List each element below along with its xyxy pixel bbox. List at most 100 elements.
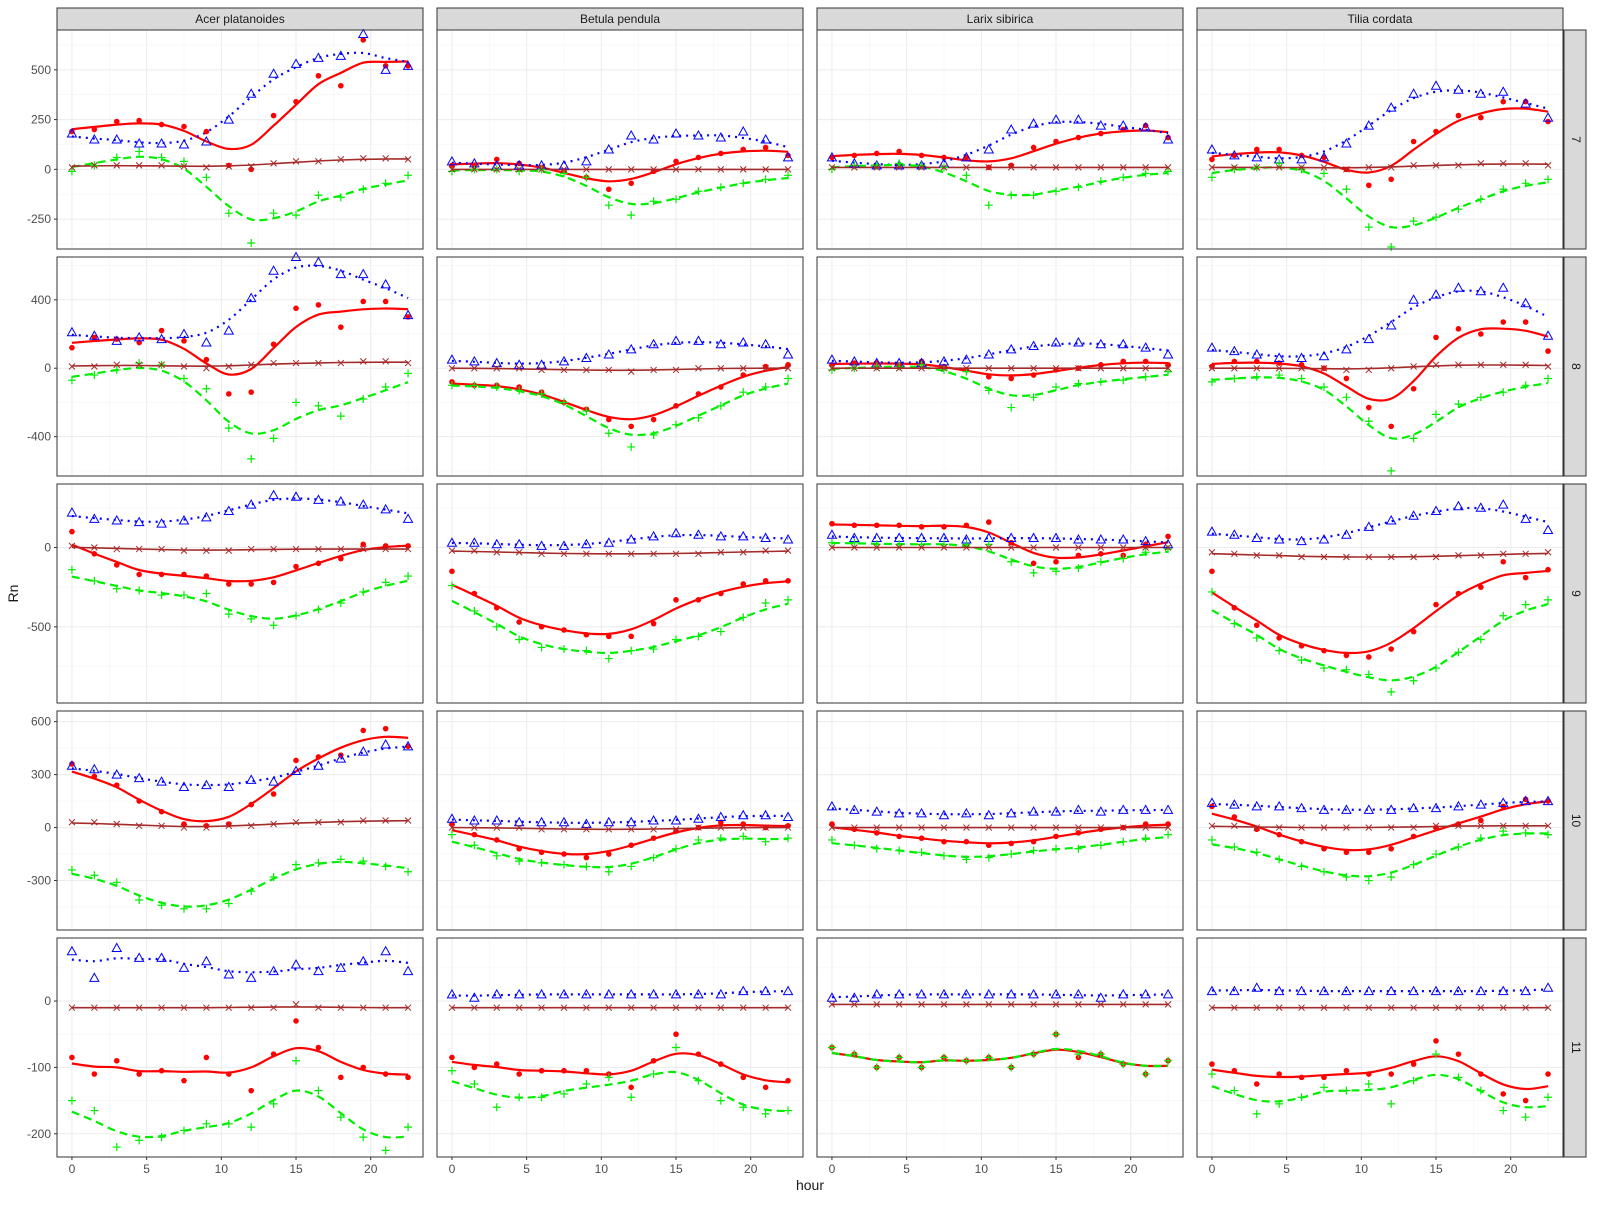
- data-point-plus: [292, 611, 301, 620]
- data-point-cross: [515, 548, 523, 556]
- data-point-plus: [1432, 213, 1441, 222]
- data-point-dot: [695, 154, 702, 161]
- data-point-plus: [649, 1070, 658, 1079]
- data-point-plus: [1521, 381, 1530, 390]
- data-point-plus: [404, 1123, 413, 1132]
- data-point-plus: [1119, 554, 1128, 563]
- data-point-cross: [515, 364, 523, 372]
- data-point-plus: [627, 862, 636, 871]
- data-point-plus: [1476, 393, 1485, 402]
- data-point-triangle: [760, 985, 772, 996]
- data-point-triangle: [1050, 988, 1062, 999]
- data-point-plus: [537, 389, 546, 398]
- data-point-cross: [695, 1004, 702, 1012]
- data-point-triangle: [648, 133, 659, 144]
- data-point-dot: [136, 1071, 142, 1077]
- data-point-triangle: [1520, 513, 1532, 523]
- data-point-dot: [605, 851, 612, 857]
- data-point-dot: [360, 541, 367, 548]
- data-point-triangle: [446, 537, 458, 547]
- data-point-plus: [604, 1073, 613, 1082]
- data-point-cross: [68, 818, 76, 826]
- data-point-plus: [895, 362, 904, 371]
- data-point-plus: [1207, 377, 1216, 386]
- data-point-plus: [1074, 183, 1083, 192]
- facet-row-label: 10: [1569, 814, 1583, 828]
- data-point-cross: [113, 820, 121, 828]
- data-point-dot: [1522, 1097, 1529, 1104]
- data-point-triangle: [893, 988, 905, 999]
- data-point-plus: [784, 595, 793, 604]
- data-point-plus: [784, 171, 793, 180]
- data-point-plus: [716, 401, 725, 410]
- data-point-plus: [90, 1106, 99, 1115]
- data-point-dot: [360, 727, 367, 734]
- data-point-triangle: [380, 64, 392, 74]
- data-point-cross: [627, 550, 635, 558]
- data-point-triangle: [1453, 500, 1464, 511]
- data-point-dot: [113, 336, 120, 342]
- data-point-dot: [1253, 1081, 1260, 1087]
- series-fit-line: [1211, 327, 1549, 402]
- series-fit-line: [831, 1047, 1169, 1068]
- data-point-cross: [1119, 164, 1127, 171]
- data-point-dot: [762, 363, 769, 370]
- data-point-plus: [292, 1056, 301, 1065]
- data-point-cross: [1253, 364, 1261, 372]
- data-point-cross: [1208, 548, 1216, 556]
- data-point-triangle: [1408, 985, 1419, 996]
- data-point-triangle: [468, 814, 480, 825]
- data-point-cross: [1007, 164, 1015, 171]
- data-point-plus: [1207, 587, 1216, 596]
- data-point-dot: [740, 581, 747, 587]
- data-point-dot: [181, 571, 187, 578]
- data-point-dot: [1388, 1071, 1395, 1077]
- data-point-cross: [270, 160, 277, 167]
- x-tick-label: 20: [744, 1162, 758, 1176]
- data-point-dot: [963, 838, 970, 845]
- data-point-plus: [179, 904, 188, 913]
- data-point-dot: [158, 1067, 165, 1074]
- data-point-plus: [1499, 388, 1508, 397]
- data-point-plus: [761, 599, 770, 608]
- data-point-plus: [1454, 1073, 1463, 1082]
- data-point-triangle: [468, 992, 480, 1002]
- data-point-cross: [1387, 553, 1395, 561]
- data-point-dot: [605, 186, 612, 193]
- data-point-triangle: [1206, 526, 1218, 536]
- panel-grid: [437, 30, 803, 249]
- data-point-dot: [113, 118, 120, 125]
- data-point-dot: [1343, 652, 1350, 659]
- data-point-cross: [90, 544, 98, 551]
- data-point-dot: [1142, 821, 1149, 827]
- data-point-cross: [605, 825, 613, 833]
- data-point-cross: [382, 358, 390, 365]
- data-point-plus: [559, 860, 568, 869]
- data-point-cross: [583, 550, 590, 558]
- data-point-dot: [1388, 646, 1395, 652]
- data-point-plus: [984, 1053, 993, 1062]
- panel-border: [56, 256, 424, 477]
- facet-row-strip: [1563, 256, 1587, 477]
- data-point-cross: [1119, 544, 1127, 551]
- data-point-plus: [1119, 1060, 1128, 1069]
- data-point-dot: [718, 590, 724, 597]
- data-point-plus: [716, 1096, 725, 1105]
- series-fit-line: [451, 990, 789, 997]
- data-point-cross: [627, 1004, 635, 1012]
- data-point-dot: [762, 578, 769, 584]
- data-point-dot: [1455, 326, 1462, 332]
- data-point-triangle: [446, 988, 458, 999]
- data-point-cross: [873, 364, 881, 372]
- facet-row-label: 7: [1569, 136, 1583, 143]
- data-point-dot: [1478, 114, 1484, 121]
- data-point-dot: [1165, 821, 1171, 827]
- data-point-plus: [1052, 844, 1061, 853]
- data-point-triangle: [1296, 985, 1307, 996]
- data-point-plus: [649, 197, 658, 206]
- panel-grid: [817, 30, 1183, 249]
- data-point-dot: [91, 551, 98, 557]
- data-point-triangle: [1318, 804, 1330, 814]
- data-point-dot: [695, 1051, 702, 1057]
- data-point-plus: [67, 1096, 76, 1105]
